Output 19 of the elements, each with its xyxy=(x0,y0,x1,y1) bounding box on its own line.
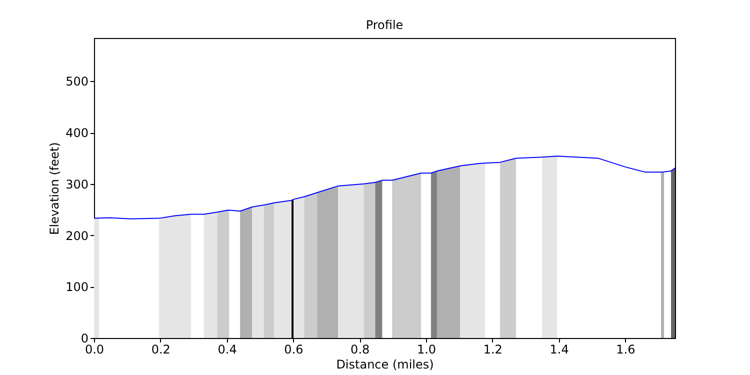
chart-title: Profile xyxy=(366,18,404,32)
x-tick-label: 0.6 xyxy=(284,342,304,356)
x-tick-label: 0.0 xyxy=(84,342,104,356)
x-tick-label: 0.8 xyxy=(350,342,370,356)
y-tick-label: 400 xyxy=(66,126,88,140)
y-axis-title: Elevation (feet) xyxy=(48,142,62,235)
x-tick-label: 1.4 xyxy=(550,342,569,356)
x-tick-label: 0.4 xyxy=(218,342,237,356)
x-tick-label: 1.6 xyxy=(616,342,636,356)
y-tick-label: 300 xyxy=(66,177,88,192)
y-tick-label: 500 xyxy=(66,74,88,89)
x-tick-label: 1.0 xyxy=(416,342,436,356)
x-tick-label: 1.2 xyxy=(483,342,502,356)
x-tick-label: 0.2 xyxy=(151,342,170,356)
y-tick-label: 100 xyxy=(66,280,88,294)
y-tick-label: 0 xyxy=(80,332,88,346)
x-axis-title: Distance (miles) xyxy=(336,358,434,372)
line-series xyxy=(94,156,675,220)
y-tick-label: 200 xyxy=(66,228,88,243)
